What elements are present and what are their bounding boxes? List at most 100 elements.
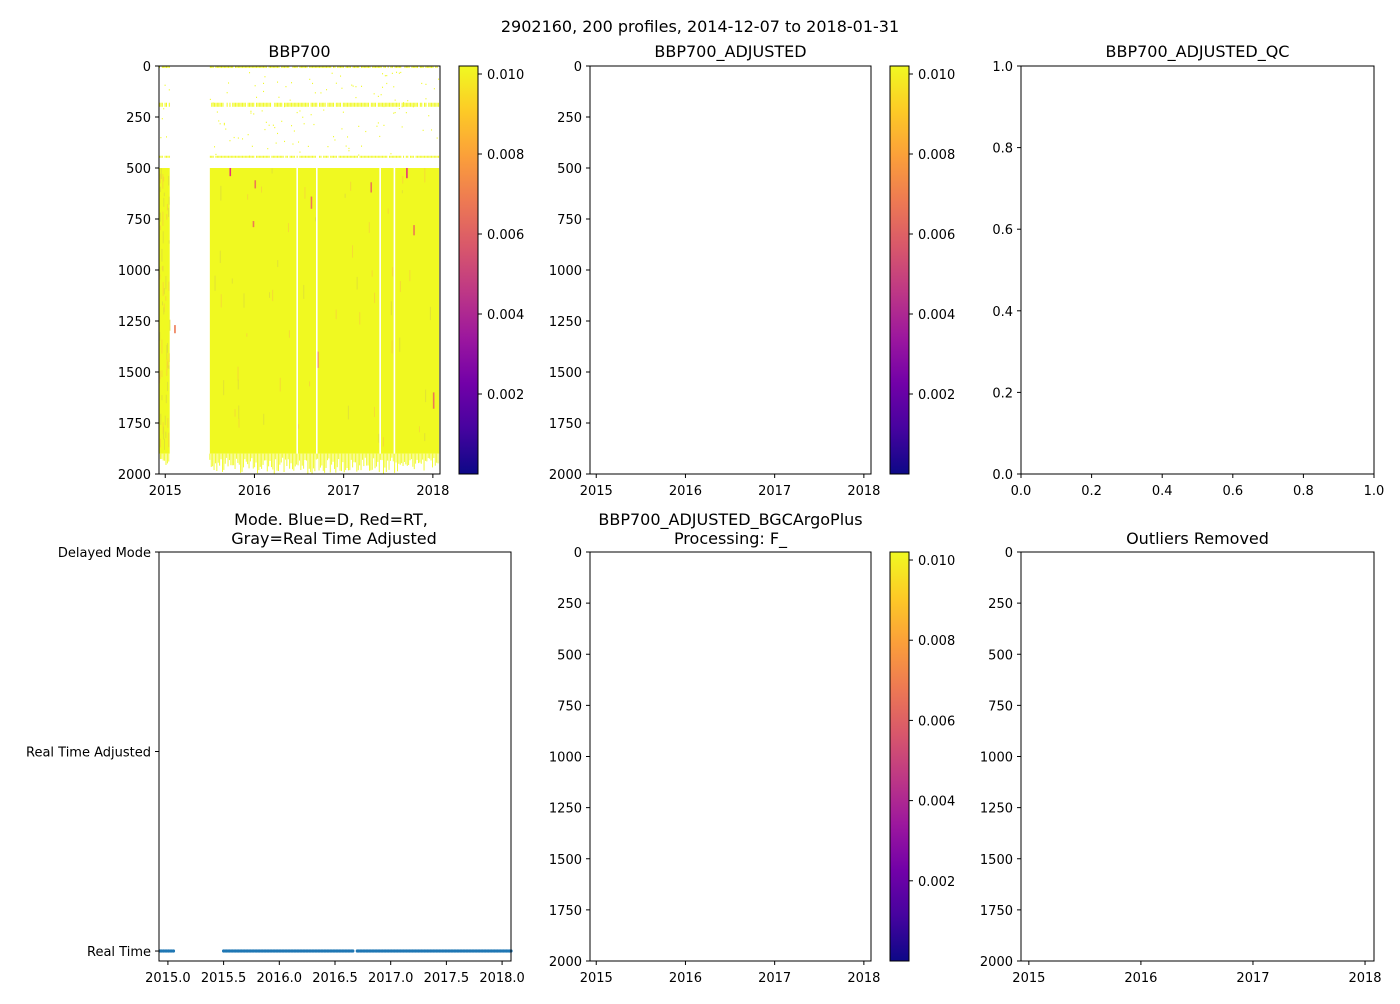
heatmap-sparse-cell bbox=[373, 155, 375, 158]
y-tick-label: 1000 bbox=[549, 751, 582, 766]
heatmap-sparse-cell bbox=[328, 102, 330, 107]
heatmap-streak bbox=[261, 186, 263, 193]
heatmap-sparse-cell bbox=[218, 102, 220, 107]
heatmap-sparse-cell bbox=[305, 102, 307, 107]
heatmap-sparse-cell bbox=[282, 66, 284, 69]
heatmap-sparse-cell bbox=[380, 155, 382, 158]
heatmap-sparse-cell bbox=[256, 66, 258, 69]
heatmap-streak bbox=[399, 337, 401, 352]
heatmap-sparse-cell bbox=[306, 155, 308, 158]
heatmap-sparse-cell bbox=[394, 66, 396, 69]
heatmap-sparse-cell bbox=[390, 153, 392, 155]
heatmap-streak bbox=[368, 222, 370, 233]
heatmap-sparse-cell bbox=[233, 155, 235, 158]
heatmap-sparse-cell bbox=[407, 155, 409, 158]
heatmap-sparse-cell bbox=[424, 155, 426, 158]
heatmap-streak bbox=[238, 418, 240, 428]
heatmap-sparse-cell bbox=[405, 102, 407, 107]
heatmap-sparse-cell bbox=[229, 105, 231, 107]
heatmap-sparse-cell bbox=[383, 66, 385, 69]
heatmap-streak bbox=[374, 292, 376, 304]
heatmap-sparse-cell bbox=[277, 102, 279, 107]
heatmap-streak bbox=[169, 319, 171, 331]
heatmap-sparse-cell bbox=[284, 105, 286, 108]
heatmap-sparse-cell bbox=[405, 112, 407, 114]
heatmap-sparse-cell bbox=[249, 66, 251, 69]
x-tick-label: 2016 bbox=[669, 971, 702, 986]
heatmap-sparse-cell bbox=[331, 102, 333, 107]
y-tick-label: 0.0 bbox=[992, 468, 1013, 483]
heatmap-streak bbox=[166, 204, 168, 211]
heatmap-sparse-cell bbox=[298, 141, 300, 143]
heatmap-streak bbox=[167, 381, 169, 392]
heatmap-sparse-cell bbox=[271, 66, 273, 69]
heatmap-sparse-cell bbox=[433, 102, 435, 107]
heatmap-sparse-cell bbox=[403, 102, 405, 107]
heatmap-sparse-cell bbox=[292, 66, 294, 69]
mode-point bbox=[171, 949, 176, 953]
heatmap-streak bbox=[166, 214, 168, 220]
heatmap-sparse-cell bbox=[387, 66, 389, 69]
heatmap-streak bbox=[424, 168, 426, 183]
heatmap-sparse-cell bbox=[307, 155, 309, 158]
heatmap-sparse-cell bbox=[331, 72, 333, 74]
heatmap-sparse-cell bbox=[265, 155, 267, 158]
heatmap-sparse-cell bbox=[382, 155, 384, 158]
heatmap-sparse-cell bbox=[281, 155, 283, 158]
heatmap-sparse-cell bbox=[277, 155, 279, 158]
heatmap-sparse-cell bbox=[379, 102, 381, 107]
x-tick-label: 2018 bbox=[1348, 971, 1381, 986]
heatmap-sparse-cell bbox=[337, 102, 339, 107]
heatmap-sparse-cell bbox=[352, 155, 354, 158]
x-tick-label: 2017.0 bbox=[368, 971, 414, 986]
heatmap-sparse-cell bbox=[365, 102, 367, 107]
heatmap-sparse-cell bbox=[288, 102, 290, 107]
heatmap-sparse-cell bbox=[386, 102, 388, 107]
heatmap-sparse-cell bbox=[267, 155, 269, 158]
heatmap-sparse-cell bbox=[372, 102, 374, 107]
panel-outliers-removed: Outliers Removed 2015 2016 2017 2018 0 250 500… bbox=[980, 529, 1382, 986]
panel-bbp700-adjusted: BBP700_ADJUSTED 2015 2016 2017 2018 0 250 500 7… bbox=[549, 42, 955, 499]
heatmap-sparse-cell bbox=[263, 102, 265, 107]
x-tick-label: 2015 bbox=[149, 484, 182, 499]
y-tick-label: 0.2 bbox=[992, 386, 1013, 401]
heatmap-sparse-cell bbox=[393, 155, 395, 158]
heatmap-sparse-cell bbox=[412, 102, 414, 107]
heatmap-sparse-cell bbox=[296, 102, 298, 107]
heatmap-sparse-cell bbox=[160, 102, 162, 107]
heatmap-sparse-cell bbox=[305, 155, 307, 158]
heatmap-streak bbox=[304, 187, 306, 199]
heatmap-streak bbox=[168, 240, 170, 244]
heatmap-streak bbox=[163, 197, 165, 207]
panel-title-bgcargoplus-line1: BBP700_ADJUSTED_BGCArgoPlus bbox=[598, 510, 862, 530]
heatmap-sparse-cell bbox=[300, 66, 302, 69]
colorbar-tick-label: 0.004 bbox=[918, 308, 955, 323]
heatmap-sparse-cell bbox=[310, 155, 312, 158]
heatmap-sparse-cell bbox=[310, 114, 312, 116]
x-tick-label: 2016.0 bbox=[257, 971, 303, 986]
heatmap-streak bbox=[409, 269, 411, 282]
heatmap-sparse-cell bbox=[260, 155, 262, 158]
heatmap-sparse-cell bbox=[401, 105, 403, 108]
heatmap-high-value-streak bbox=[229, 168, 232, 177]
heatmap-sparse-cell bbox=[314, 155, 316, 158]
heatmap-streak bbox=[159, 225, 161, 231]
heatmap-sparse-cell bbox=[320, 155, 322, 158]
heatmap-sparse-cell bbox=[237, 137, 239, 139]
heatmap-sparse-cell bbox=[303, 123, 305, 125]
heatmap-sparse-cell bbox=[377, 122, 379, 124]
heatmap-sparse-cell bbox=[303, 155, 305, 158]
heatmap-sparse-cell bbox=[393, 112, 395, 114]
x-tick-label: 2015 bbox=[580, 484, 613, 499]
heatmap-sparse-cell bbox=[366, 102, 368, 107]
heatmap-sparse-cell bbox=[421, 66, 423, 69]
heatmap-sparse-cell bbox=[299, 110, 301, 112]
heatmap-streak bbox=[162, 282, 164, 297]
y-tick-label: 2000 bbox=[549, 468, 582, 483]
heatmap-sparse-cell bbox=[429, 66, 431, 69]
x-tick-label: 2018.0 bbox=[479, 971, 525, 986]
heatmap-sparse-cell bbox=[384, 66, 386, 69]
heatmap-sparse-cell bbox=[161, 118, 163, 120]
heatmap-streak bbox=[424, 433, 426, 442]
heatmap-sparse-cell bbox=[376, 66, 378, 69]
